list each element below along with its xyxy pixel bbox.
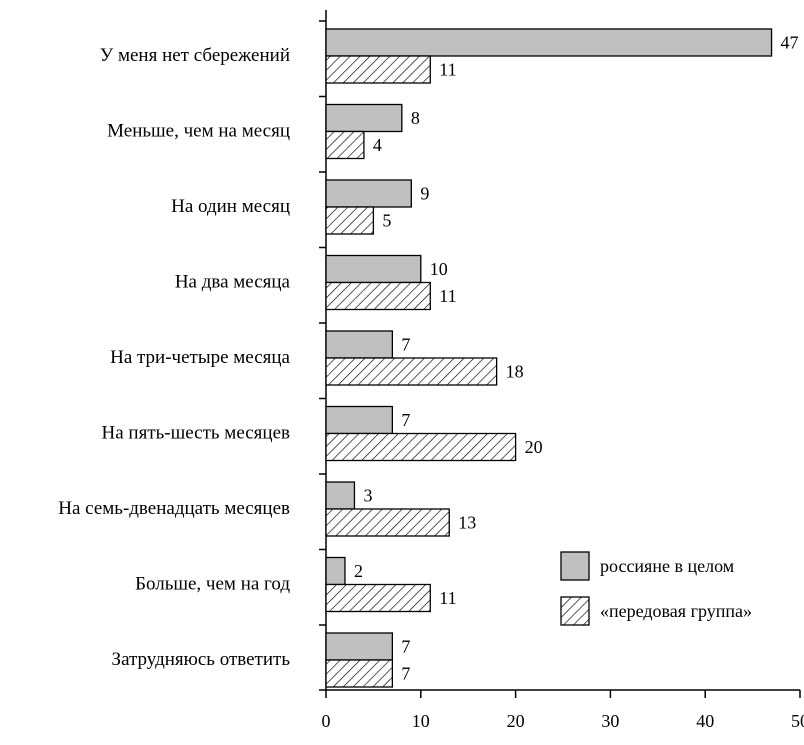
bar-advanced-group — [325, 281, 431, 311]
x-tick-label: 30 — [601, 711, 619, 731]
data-label: 11 — [439, 286, 456, 306]
legend-label: «передовая группа» — [600, 601, 752, 621]
data-label: 7 — [401, 664, 410, 684]
bar-advanced-group — [325, 659, 394, 688]
data-label: 7 — [401, 637, 410, 657]
x-tick-label: 50 — [791, 711, 804, 731]
x-tick-label: 10 — [412, 711, 430, 731]
data-label: 5 — [382, 211, 391, 231]
bar-russians-total — [325, 28, 773, 57]
data-label: 20 — [525, 437, 543, 457]
data-label: 8 — [411, 108, 420, 128]
category-label: На один месяц — [171, 196, 290, 217]
data-label: 3 — [363, 486, 372, 506]
data-label: 11 — [439, 588, 456, 608]
category-label: На пять-шесть месяцев — [102, 423, 290, 444]
data-label: 4 — [373, 135, 382, 155]
data-label: 47 — [781, 33, 799, 53]
data-label: 13 — [458, 513, 476, 533]
category-label: На семь-двенадцать месяцев — [58, 498, 290, 519]
bar-advanced-group — [325, 508, 450, 537]
legend-swatch-advanced-group — [560, 596, 590, 626]
bar-advanced-group — [325, 357, 498, 386]
data-label: 7 — [401, 410, 410, 430]
legend-label: россияне в целом — [600, 556, 734, 576]
category-label: Больше, чем на год — [135, 574, 290, 595]
x-tick-label: 20 — [507, 711, 525, 731]
bar-russians-total — [325, 330, 394, 359]
bar-russians-total — [325, 632, 394, 661]
bar-russians-total — [325, 103, 403, 133]
category-label: На два месяца — [175, 272, 291, 293]
data-label: 2 — [354, 561, 363, 581]
bar-russians-total — [325, 481, 356, 510]
data-label: 18 — [506, 362, 524, 382]
bar-russians-total — [325, 254, 422, 284]
data-label: 11 — [439, 60, 456, 80]
category-label: На три-четыре месяца — [110, 347, 290, 368]
legend-swatch-russians-total — [560, 551, 590, 581]
category-label: Затрудняюсь ответить — [112, 649, 291, 670]
data-label: 7 — [401, 335, 410, 355]
bar-russians-total — [325, 179, 412, 208]
bar-russians-total — [325, 405, 394, 435]
bar-advanced-group — [325, 130, 365, 160]
legend: россияне в целом «передовая группа» — [560, 551, 752, 626]
x-tick-label: 0 — [322, 711, 331, 731]
data-label: 9 — [420, 184, 429, 204]
bar-advanced-group — [325, 55, 431, 84]
category-label: У меня нет сбережений — [100, 45, 290, 66]
bar-advanced-group — [325, 206, 375, 235]
plot-area: 01020304050У меня нет сбережений4711Мень… — [58, 10, 804, 731]
bar-advanced-group — [325, 432, 517, 462]
bar-russians-total — [325, 556, 346, 586]
data-label: 10 — [430, 259, 448, 279]
category-label: Меньше, чем на месяц — [107, 121, 290, 142]
x-tick-label: 40 — [696, 711, 714, 731]
bar-advanced-group — [325, 583, 431, 613]
